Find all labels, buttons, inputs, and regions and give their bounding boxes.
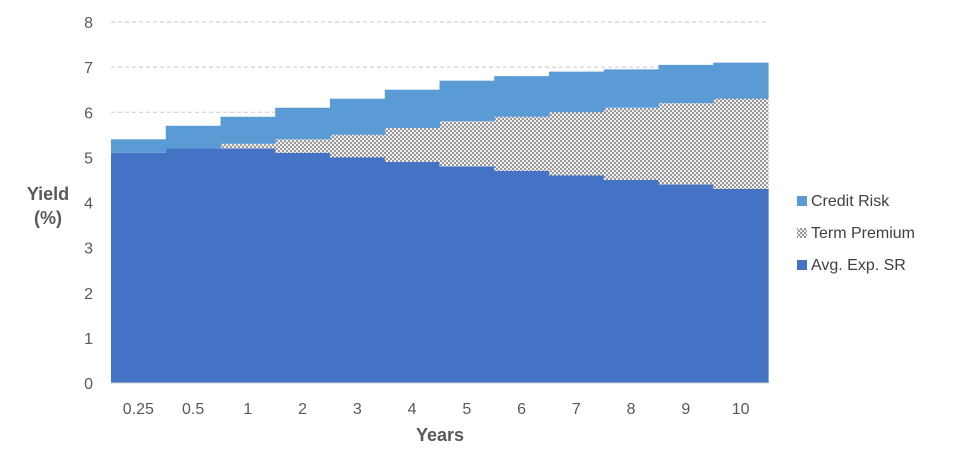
area-segment: [494, 76, 550, 117]
y-tick-label: 4: [84, 196, 93, 213]
area-segment: [275, 107, 331, 140]
area-segment: [384, 89, 441, 129]
area-segment: [384, 161, 441, 383]
y-tick-label: 1: [84, 331, 93, 348]
x-tick-label: 0.5: [182, 401, 204, 418]
area-segment: [439, 80, 495, 122]
area-segment: [603, 179, 660, 383]
y-tick-label: 7: [84, 60, 93, 77]
area-segment: [549, 175, 605, 383]
y-tick-label: 8: [84, 15, 93, 32]
area-segment: [220, 143, 276, 149]
legend-label: Term Premium: [811, 225, 915, 242]
area-segment: [439, 166, 495, 383]
y-tick-label: 5: [84, 150, 93, 167]
y-tick-label: 2: [84, 286, 93, 303]
legend-label: Avg. Exp. SR: [811, 257, 906, 274]
legend-swatch: [797, 196, 807, 206]
x-tick-label: 2: [298, 401, 307, 418]
legend-label: Credit Risk: [811, 193, 890, 210]
area-segment: [384, 128, 441, 162]
x-tick-label: 4: [408, 401, 417, 418]
series-term-premium: [220, 98, 769, 189]
area-segment: [603, 69, 660, 108]
area-segment: [165, 125, 222, 149]
area-segment: [330, 157, 386, 383]
x-tick-label: 10: [732, 401, 750, 418]
y-tick-label: 3: [84, 241, 93, 258]
plot-areas: [111, 62, 769, 383]
x-tick-label: 5: [462, 401, 471, 418]
area-segment: [220, 116, 276, 144]
y-axis-title-line1: Yield: [27, 184, 69, 204]
area-segment: [549, 112, 605, 176]
y-tick-label: 0: [84, 376, 93, 393]
x-tick-label: 6: [517, 401, 526, 418]
area-segment: [713, 188, 769, 383]
area-segment: [111, 152, 167, 383]
x-axis-title: Years: [416, 425, 464, 445]
area-segment: [439, 121, 495, 167]
area-segment: [275, 139, 331, 153]
area-segment: [658, 64, 714, 104]
area-segment: [494, 170, 550, 383]
area-segment: [713, 62, 769, 99]
area-segment: [603, 107, 660, 180]
area-segment: [549, 71, 605, 113]
area-segment: [220, 148, 276, 383]
legend: Credit Risk Term Premium Avg. Exp. SR: [797, 193, 915, 274]
legend-swatch: [797, 260, 807, 270]
x-tick-label: 9: [681, 401, 690, 418]
x-tick-label: 1: [243, 401, 252, 418]
area-segment: [494, 116, 550, 171]
area-segment: [330, 134, 386, 158]
area-segment: [658, 103, 714, 185]
x-tick-label: 3: [353, 401, 362, 418]
area-segment: [713, 98, 769, 189]
area-segment: [330, 98, 386, 135]
x-tick-label: 8: [627, 401, 636, 418]
area-segment: [658, 184, 714, 383]
area-segment: [111, 139, 167, 153]
y-axis-title-line2: (%): [34, 208, 62, 228]
y-tick-label: 6: [84, 105, 93, 122]
area-segment: [165, 148, 222, 383]
x-tick-label: 0.25: [123, 401, 154, 418]
series-avg-exp-sr: [111, 148, 769, 383]
axes: 0 1 2 3 4 5 6 7 8 0.25 0.5 1 2 3 4 5 6 7 8 9 10: [84, 15, 768, 418]
series-credit-risk: [111, 62, 769, 153]
area-segment: [275, 152, 331, 383]
legend-swatch: [797, 228, 807, 238]
x-tick-label: 7: [572, 401, 581, 418]
